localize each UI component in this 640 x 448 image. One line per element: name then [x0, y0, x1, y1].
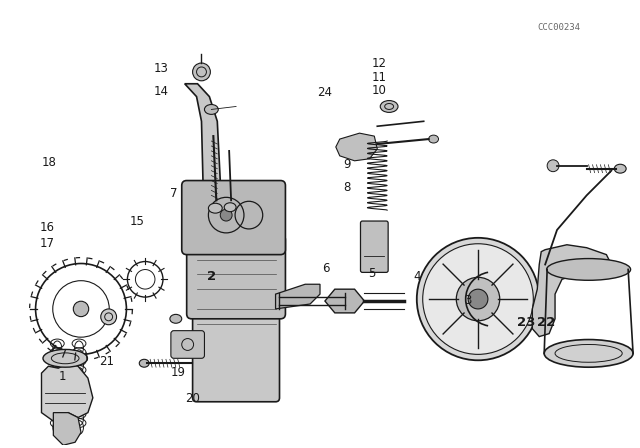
Text: 23: 23 — [517, 316, 535, 329]
Polygon shape — [42, 363, 93, 422]
Text: 10: 10 — [371, 84, 386, 97]
Ellipse shape — [380, 100, 398, 112]
Ellipse shape — [170, 314, 182, 323]
Text: 16: 16 — [40, 221, 54, 234]
FancyBboxPatch shape — [171, 331, 204, 358]
Text: 21: 21 — [99, 355, 114, 368]
Text: 3: 3 — [464, 293, 472, 306]
Text: 9: 9 — [343, 158, 350, 171]
Circle shape — [422, 244, 533, 354]
Text: 6: 6 — [323, 262, 330, 275]
Ellipse shape — [209, 203, 222, 213]
Text: 5: 5 — [368, 267, 376, 280]
Polygon shape — [185, 84, 221, 358]
Text: 12: 12 — [371, 57, 387, 70]
Ellipse shape — [547, 258, 630, 280]
Ellipse shape — [140, 359, 149, 367]
FancyBboxPatch shape — [360, 221, 388, 272]
Polygon shape — [336, 133, 378, 161]
Text: 1: 1 — [58, 370, 66, 383]
Text: 18: 18 — [42, 156, 57, 169]
FancyBboxPatch shape — [187, 235, 285, 319]
Ellipse shape — [43, 349, 88, 367]
Text: 20: 20 — [185, 392, 200, 405]
Circle shape — [456, 277, 500, 321]
Circle shape — [100, 309, 116, 325]
Ellipse shape — [544, 340, 633, 367]
Text: 4: 4 — [413, 270, 421, 283]
Text: 17: 17 — [40, 237, 54, 250]
Text: CCC00234: CCC00234 — [538, 22, 580, 32]
Text: 7: 7 — [170, 186, 177, 199]
Circle shape — [468, 289, 488, 309]
Circle shape — [193, 63, 211, 81]
Text: 24: 24 — [317, 86, 333, 99]
Circle shape — [74, 301, 89, 317]
Text: 14: 14 — [153, 85, 168, 98]
Ellipse shape — [429, 135, 438, 143]
Text: 22: 22 — [537, 316, 556, 329]
Circle shape — [417, 238, 540, 360]
Polygon shape — [53, 413, 81, 445]
Text: 8: 8 — [343, 181, 350, 194]
Circle shape — [220, 209, 232, 221]
Ellipse shape — [224, 203, 236, 211]
Ellipse shape — [614, 164, 626, 173]
Text: 13: 13 — [154, 62, 168, 75]
Polygon shape — [276, 284, 320, 309]
FancyBboxPatch shape — [193, 300, 280, 402]
Circle shape — [547, 160, 559, 172]
Polygon shape — [532, 245, 611, 336]
Ellipse shape — [204, 104, 218, 114]
Text: 19: 19 — [170, 366, 186, 379]
Text: 15: 15 — [129, 215, 144, 228]
Text: 11: 11 — [371, 71, 387, 84]
Text: 2: 2 — [207, 270, 216, 283]
FancyBboxPatch shape — [182, 181, 285, 254]
Polygon shape — [325, 289, 364, 313]
